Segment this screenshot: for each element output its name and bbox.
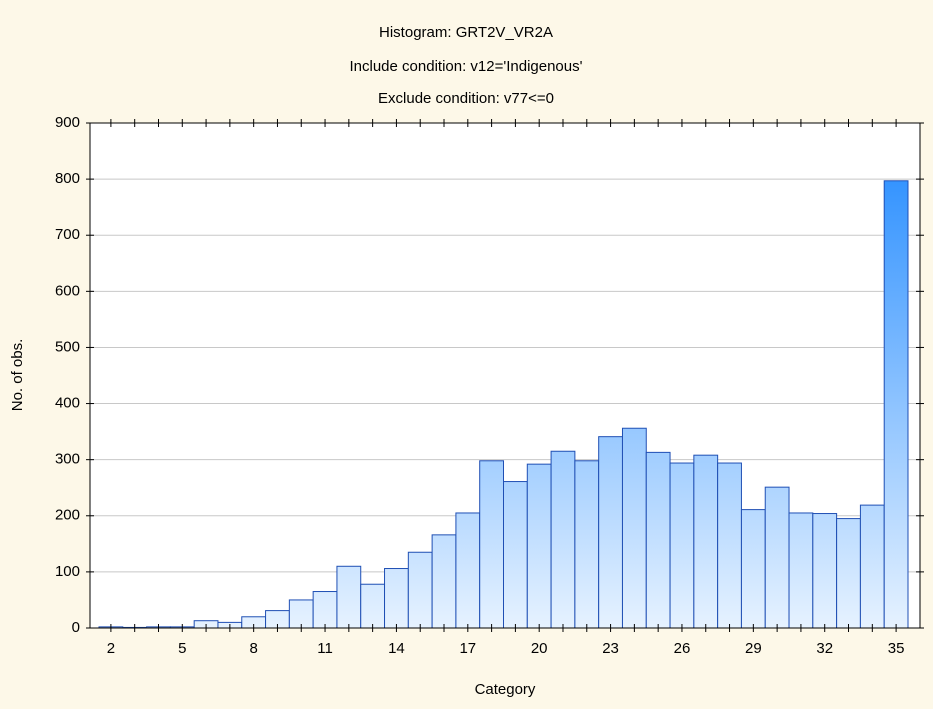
x-tick-label: 2 [107,640,115,657]
bar [574,460,600,629]
x-tick-label: 26 [674,640,691,657]
y-tick-label: 900 [55,114,80,131]
y-axis-label: No. of obs. [9,339,26,412]
y-tick-label: 400 [55,395,80,412]
plot-frame [89,122,921,629]
x-tick-label: 23 [602,640,619,657]
chart-subtitle: Include condition: v12='Indigenous' [350,58,583,75]
bar [645,451,671,629]
x-tick-label: 32 [816,640,833,657]
bar [526,463,552,629]
x-tick-label: 14 [388,640,405,657]
bar [455,512,481,629]
x-tick-label: 35 [888,640,905,657]
bar [621,427,647,629]
bar [669,462,695,629]
bar [312,591,338,629]
bar [360,583,386,629]
bar [717,462,742,629]
bar [503,481,528,629]
bar [812,513,838,629]
y-tick-label: 600 [55,282,80,299]
y-tick-label: 100 [55,563,80,580]
bar [859,504,885,629]
x-tick-label: 17 [459,640,476,657]
bar [550,450,576,629]
x-axis-label: Category [475,681,536,698]
x-tick-label: 29 [745,640,762,657]
x-tick-label: 11 [317,640,333,657]
y-tick-label: 500 [55,338,80,355]
bar [788,512,814,629]
bar [740,509,766,629]
x-tick-label: 8 [249,640,257,657]
y-tick-label: 0 [72,619,80,636]
bar [693,454,719,629]
x-tick-label: 20 [531,640,548,657]
y-tick-label: 200 [55,507,80,524]
bar [431,534,457,629]
bar [407,551,433,629]
bar [336,565,362,629]
bar [384,568,409,629]
bar [288,599,314,629]
bar [836,518,861,629]
bar [883,180,909,629]
y-tick-label: 800 [55,170,80,187]
x-tick-label: 5 [178,640,186,657]
bar [764,486,790,629]
bar [598,436,623,629]
y-tick-label: 300 [55,451,80,468]
y-tick-label: 700 [55,226,80,243]
bar [479,460,504,629]
chart-subtitle: Exclude condition: v77<=0 [378,90,554,107]
chart-title: Histogram: GRT2V_VR2A [379,24,553,41]
